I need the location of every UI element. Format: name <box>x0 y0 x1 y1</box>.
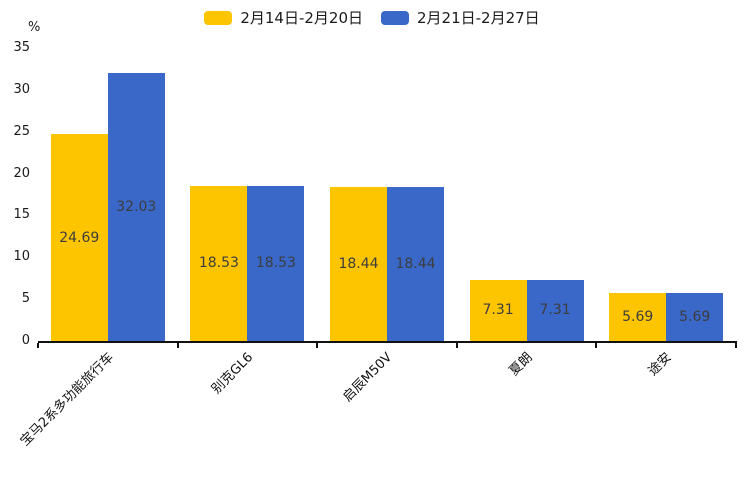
bar-value-label: 18.53 <box>255 255 296 272</box>
x-axis-line <box>38 341 737 343</box>
bar-value-label: 7.31 <box>482 302 514 319</box>
bar-value-label: 5.69 <box>622 309 654 326</box>
x-axis-tick-mark <box>316 343 319 348</box>
y-tick-label: 10 <box>13 249 30 265</box>
bar-series-0 <box>190 185 248 341</box>
bar-series-0 <box>50 134 108 341</box>
x-axis-category-label: 夏朗 <box>506 350 536 380</box>
bar-value-label: 18.44 <box>338 255 379 272</box>
bar-series-0 <box>609 293 667 341</box>
bar-value-label: 18.44 <box>395 255 436 272</box>
bar-series-1 <box>666 293 724 341</box>
x-axis-tick-mark <box>37 343 39 348</box>
legend-label: 2月21日-2月27日 <box>417 9 540 27</box>
legend-item: 2月21日-2月27日 <box>381 7 540 29</box>
y-axis-unit-label: % <box>28 20 41 35</box>
x-axis-tick-mark <box>595 343 598 348</box>
x-axis-tick-mark <box>176 343 179 348</box>
bar-value-label: 5.69 <box>679 309 711 326</box>
legend: 2月14日-2月20日 2月21日-2月27日 <box>0 7 744 29</box>
x-axis-category-label: 别克GL6 <box>208 350 257 398</box>
bar-value-label: 24.69 <box>59 229 100 246</box>
legend-swatch-icon <box>381 11 409 25</box>
y-tick-label: 0 <box>21 333 30 348</box>
legend-label: 2月14日-2月20日 <box>240 9 363 27</box>
bar-series-1 <box>247 185 305 341</box>
bar-series-1 <box>387 186 444 341</box>
bar-series-0 <box>469 279 527 341</box>
bar-value-label: 18.53 <box>198 255 239 272</box>
bar-series-1 <box>526 279 584 341</box>
x-axis-category-label: 宝马2系多功能旅行车 <box>17 350 117 450</box>
y-tick-label: 30 <box>13 81 30 97</box>
x-axis-category-label: 途安 <box>645 350 675 380</box>
x-axis-tick-mark <box>735 343 737 348</box>
x-axis-tick-mark <box>455 343 458 348</box>
y-tick-label: 5 <box>21 291 30 307</box>
y-tick-label: 20 <box>13 165 30 181</box>
bar-value-label: 7.31 <box>539 302 571 319</box>
y-tick-label: 15 <box>13 207 30 223</box>
legend-item: 2月14日-2月20日 <box>204 7 363 29</box>
bar-series-0 <box>330 186 387 341</box>
legend-swatch-icon <box>204 11 233 25</box>
x-axis-category-label: 启辰M50V <box>340 350 396 405</box>
y-tick-label: 25 <box>13 123 30 139</box>
bar-value-label: 32.03 <box>116 198 157 215</box>
y-tick-label: 35 <box>13 40 30 55</box>
bar-series-1 <box>107 72 165 341</box>
